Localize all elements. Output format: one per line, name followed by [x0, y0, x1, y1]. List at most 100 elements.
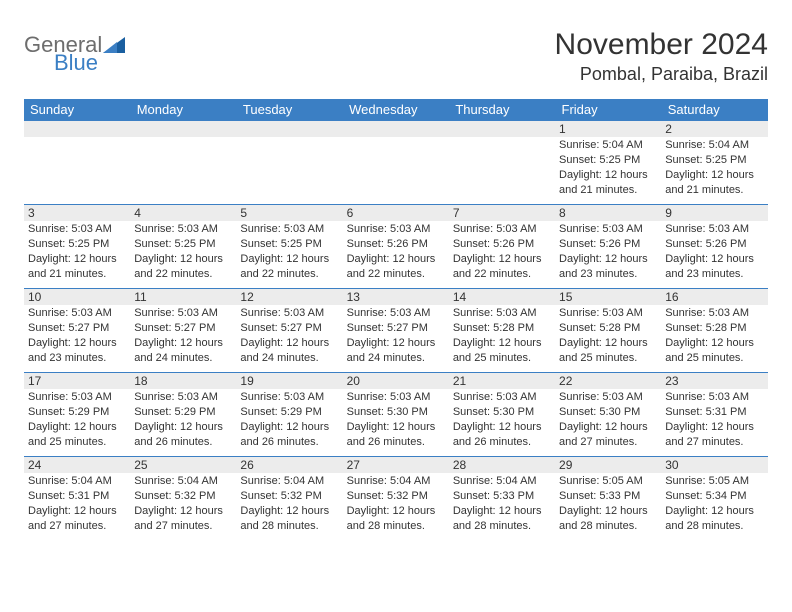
day-number: 26 — [236, 457, 342, 473]
detail-line: Daylight: 12 hours — [240, 336, 338, 351]
day-number: 27 — [343, 457, 449, 473]
day-cell: 20Sunrise: 5:03 AMSunset: 5:30 PMDayligh… — [343, 373, 449, 457]
day-number: 7 — [449, 205, 555, 221]
detail-line: Sunrise: 5:04 AM — [453, 474, 551, 489]
detail-line: and 25 minutes. — [559, 351, 657, 366]
detail-line: and 21 minutes. — [665, 183, 763, 198]
detail-line: and 22 minutes. — [453, 267, 551, 282]
detail-line: and 22 minutes. — [134, 267, 232, 282]
day-number: 6 — [343, 205, 449, 221]
day-cell: 5Sunrise: 5:03 AMSunset: 5:25 PMDaylight… — [236, 205, 342, 289]
day-header: Thursday — [449, 99, 555, 121]
detail-line: Daylight: 12 hours — [347, 252, 445, 267]
detail-line: and 27 minutes. — [559, 435, 657, 450]
day-number — [24, 121, 130, 137]
detail-line: and 27 minutes. — [134, 519, 232, 534]
detail-line: Sunset: 5:30 PM — [347, 405, 445, 420]
day-details: Sunrise: 5:05 AMSunset: 5:33 PMDaylight:… — [555, 473, 661, 535]
detail-line: Sunrise: 5:04 AM — [134, 474, 232, 489]
day-details: Sunrise: 5:03 AMSunset: 5:26 PMDaylight:… — [555, 221, 661, 283]
day-number: 12 — [236, 289, 342, 305]
day-number: 15 — [555, 289, 661, 305]
day-cell: 18Sunrise: 5:03 AMSunset: 5:29 PMDayligh… — [130, 373, 236, 457]
detail-line: Sunrise: 5:04 AM — [28, 474, 126, 489]
detail-line: Daylight: 12 hours — [347, 336, 445, 351]
detail-line: Sunrise: 5:03 AM — [559, 222, 657, 237]
day-cell — [24, 121, 130, 205]
day-details: Sunrise: 5:03 AMSunset: 5:30 PMDaylight:… — [555, 389, 661, 451]
detail-line: Daylight: 12 hours — [665, 504, 763, 519]
detail-line: and 25 minutes. — [453, 351, 551, 366]
calendar-body: 1Sunrise: 5:04 AMSunset: 5:25 PMDaylight… — [24, 121, 768, 541]
detail-line: Sunset: 5:29 PM — [28, 405, 126, 420]
detail-line: Daylight: 12 hours — [134, 504, 232, 519]
detail-line: and 21 minutes. — [28, 267, 126, 282]
detail-line: Daylight: 12 hours — [559, 252, 657, 267]
week-row: 3Sunrise: 5:03 AMSunset: 5:25 PMDaylight… — [24, 205, 768, 289]
day-cell: 9Sunrise: 5:03 AMSunset: 5:26 PMDaylight… — [661, 205, 767, 289]
detail-line: Sunset: 5:29 PM — [134, 405, 232, 420]
day-number: 22 — [555, 373, 661, 389]
detail-line: Sunrise: 5:03 AM — [28, 222, 126, 237]
detail-line: and 22 minutes. — [240, 267, 338, 282]
detail-line: Sunrise: 5:03 AM — [240, 306, 338, 321]
day-cell: 22Sunrise: 5:03 AMSunset: 5:30 PMDayligh… — [555, 373, 661, 457]
detail-line: Daylight: 12 hours — [665, 336, 763, 351]
detail-line: and 24 minutes. — [347, 351, 445, 366]
day-cell — [130, 121, 236, 205]
day-details: Sunrise: 5:03 AMSunset: 5:27 PMDaylight:… — [24, 305, 130, 367]
detail-line: and 25 minutes. — [665, 351, 763, 366]
detail-line: and 26 minutes. — [453, 435, 551, 450]
day-number: 30 — [661, 457, 767, 473]
detail-line: Daylight: 12 hours — [134, 420, 232, 435]
detail-line: Daylight: 12 hours — [28, 504, 126, 519]
detail-line: and 21 minutes. — [559, 183, 657, 198]
detail-line: and 28 minutes. — [240, 519, 338, 534]
detail-line: Sunset: 5:29 PM — [240, 405, 338, 420]
detail-line: Sunrise: 5:03 AM — [665, 306, 763, 321]
detail-line: and 28 minutes. — [347, 519, 445, 534]
day-cell: 16Sunrise: 5:03 AMSunset: 5:28 PMDayligh… — [661, 289, 767, 373]
day-number: 1 — [555, 121, 661, 137]
detail-line: Sunrise: 5:03 AM — [665, 390, 763, 405]
day-cell: 8Sunrise: 5:03 AMSunset: 5:26 PMDaylight… — [555, 205, 661, 289]
day-cell: 21Sunrise: 5:03 AMSunset: 5:30 PMDayligh… — [449, 373, 555, 457]
day-number — [449, 121, 555, 137]
day-cell: 4Sunrise: 5:03 AMSunset: 5:25 PMDaylight… — [130, 205, 236, 289]
day-details: Sunrise: 5:03 AMSunset: 5:29 PMDaylight:… — [130, 389, 236, 451]
detail-line: Sunset: 5:32 PM — [347, 489, 445, 504]
day-number — [236, 121, 342, 137]
detail-line: Sunrise: 5:03 AM — [134, 390, 232, 405]
day-cell: 6Sunrise: 5:03 AMSunset: 5:26 PMDaylight… — [343, 205, 449, 289]
title-block: November 2024 Pombal, Paraiba, Brazil — [555, 28, 768, 85]
detail-line: Sunrise: 5:03 AM — [453, 306, 551, 321]
day-cell: 12Sunrise: 5:03 AMSunset: 5:27 PMDayligh… — [236, 289, 342, 373]
day-details: Sunrise: 5:03 AMSunset: 5:28 PMDaylight:… — [661, 305, 767, 367]
detail-line: Daylight: 12 hours — [559, 168, 657, 183]
location-subtitle: Pombal, Paraiba, Brazil — [555, 64, 768, 85]
detail-line: Sunset: 5:30 PM — [559, 405, 657, 420]
detail-line: and 26 minutes. — [134, 435, 232, 450]
day-details: Sunrise: 5:03 AMSunset: 5:27 PMDaylight:… — [130, 305, 236, 367]
day-details: Sunrise: 5:04 AMSunset: 5:25 PMDaylight:… — [661, 137, 767, 199]
detail-line: Sunrise: 5:04 AM — [240, 474, 338, 489]
day-number: 24 — [24, 457, 130, 473]
day-number: 17 — [24, 373, 130, 389]
day-details — [236, 137, 342, 140]
detail-line: Daylight: 12 hours — [240, 252, 338, 267]
calendar-table: SundayMondayTuesdayWednesdayThursdayFrid… — [24, 99, 768, 541]
day-number — [343, 121, 449, 137]
day-cell: 29Sunrise: 5:05 AMSunset: 5:33 PMDayligh… — [555, 457, 661, 541]
detail-line: Sunrise: 5:03 AM — [28, 390, 126, 405]
detail-line: and 23 minutes. — [28, 351, 126, 366]
detail-line: Sunrise: 5:03 AM — [453, 390, 551, 405]
day-details: Sunrise: 5:03 AMSunset: 5:26 PMDaylight:… — [661, 221, 767, 283]
day-number: 19 — [236, 373, 342, 389]
day-number: 16 — [661, 289, 767, 305]
day-details: Sunrise: 5:04 AMSunset: 5:32 PMDaylight:… — [130, 473, 236, 535]
header: GeneralBlue November 2024 Pombal, Paraib… — [24, 28, 768, 85]
detail-line: Sunrise: 5:05 AM — [559, 474, 657, 489]
day-number: 10 — [24, 289, 130, 305]
day-details: Sunrise: 5:03 AMSunset: 5:29 PMDaylight:… — [24, 389, 130, 451]
day-cell: 23Sunrise: 5:03 AMSunset: 5:31 PMDayligh… — [661, 373, 767, 457]
